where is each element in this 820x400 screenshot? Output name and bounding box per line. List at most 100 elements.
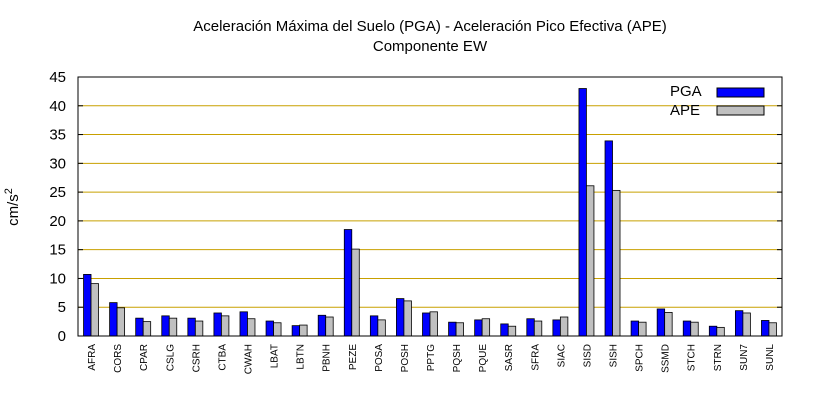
grid-lines	[78, 105, 782, 308]
bar-ape-cpar	[142, 321, 152, 337]
plot-frame	[77, 76, 783, 337]
bar-pga-cors	[109, 302, 118, 337]
y-axis-label: cm/s2	[3, 188, 22, 226]
y-axis-label-exponent: 2	[3, 188, 15, 194]
bar-ape-cors	[116, 307, 126, 337]
x-tick-label: SISH	[609, 344, 620, 367]
x-tick-label: PBNH	[322, 344, 333, 372]
x-tick-label: SISD	[582, 344, 593, 367]
legend-label-pga: PGA	[670, 83, 702, 100]
bar-pga-afra	[83, 274, 92, 337]
bar-pga-sish	[604, 140, 613, 337]
bar-pga-csrh	[187, 317, 196, 337]
bar-ape-stch	[690, 321, 699, 337]
bar-ape-pptg	[429, 311, 438, 337]
x-tick-label: SSMD	[661, 344, 672, 373]
bar-ape-spch	[638, 321, 647, 337]
x-tick-label: CTBA	[217, 344, 228, 371]
y-tick-label: 10	[49, 270, 66, 287]
x-tick-label: SIAC	[556, 344, 567, 367]
bar-ape-sfra	[533, 320, 543, 337]
bar-pga-siac	[552, 319, 561, 337]
bar-ape-sun7	[742, 312, 751, 337]
bar-pga-pque	[474, 319, 483, 337]
y-axis-label-base: cm/s	[5, 194, 22, 226]
x-tick-label: PQUE	[478, 344, 489, 373]
bar-pga-pbnh	[317, 314, 327, 337]
y-tick-label: 30	[49, 155, 66, 172]
x-tick-label: CSLG	[165, 344, 176, 371]
bar-pga-sisd	[578, 88, 587, 337]
bar-ape-lbat	[273, 322, 282, 337]
x-tick-label: PQSH	[452, 344, 463, 372]
legend-swatch-pga	[716, 87, 765, 98]
bar-pga-sfra	[526, 318, 535, 337]
bar-ape-afra	[90, 283, 99, 337]
x-tick-label: POSA	[374, 344, 385, 372]
bar-pga-sunl	[761, 320, 770, 337]
x-ticks: AFRA CORS CPAR CSLG CSRH CTBA CWAH LBAT LBTN PBNH…	[87, 344, 776, 375]
bar-ape-sasr	[507, 325, 517, 337]
x-tick-label: CWAH	[243, 344, 254, 374]
bar-ape-ctba	[221, 315, 230, 337]
bar-pga-ctba	[213, 312, 222, 337]
x-tick-label: SUNL	[765, 344, 776, 371]
bar-ape-ssmd	[664, 312, 673, 337]
bar-pga-posa	[369, 315, 379, 337]
bar-ape-pbnh	[325, 316, 334, 337]
bar-pga-spch	[630, 320, 639, 337]
bar-pga-sasr	[500, 323, 509, 337]
legend-swatch-ape	[716, 105, 765, 116]
y-tick-label: 25	[49, 184, 66, 201]
bar-ape-sisd	[586, 185, 595, 337]
y-tick-label: 40	[49, 98, 66, 115]
bar-ape-siac	[559, 316, 569, 337]
bar-ape-posh	[403, 300, 412, 337]
bar-pga-posh	[396, 298, 405, 337]
bar-ape-pque	[481, 318, 491, 337]
bar-pga-pptg	[422, 312, 431, 337]
legend: PGA APE	[670, 83, 765, 119]
bar-pga-ssmd	[656, 308, 666, 337]
x-tick-label: AFRA	[87, 344, 98, 371]
y-tick-label: 0	[58, 328, 66, 345]
bar-pga-strn	[708, 325, 718, 337]
bar-pga-cwah	[239, 311, 248, 337]
x-tick-label: STCH	[687, 344, 698, 371]
x-tick-label: PEZE	[348, 344, 359, 370]
bars	[83, 88, 777, 337]
x-tick-label: SPCH	[635, 344, 646, 372]
x-tick-label: POSH	[400, 344, 411, 372]
x-tick-label: SUN7	[739, 344, 750, 371]
bar-ape-cwah	[247, 318, 256, 337]
y-tick-label: 20	[49, 213, 66, 230]
bar-pga-lbat	[265, 320, 274, 337]
bar-pga-cslg	[161, 315, 170, 337]
x-tick-label: SASR	[504, 344, 515, 371]
x-tick-label: CORS	[113, 344, 124, 373]
y-tick-label: 35	[49, 127, 66, 144]
x-tick-label: LBTN	[296, 344, 307, 370]
bar-ape-csrh	[194, 320, 204, 337]
y-tick-label: 15	[49, 242, 66, 259]
y-ticks: 0 5 10 15 20 25 30 35 40 45	[49, 69, 782, 345]
bar-pga-cpar	[135, 317, 144, 337]
bar-ape-strn	[716, 326, 725, 337]
bar-ape-cslg	[168, 317, 178, 337]
x-tick-label: SFRA	[530, 344, 541, 371]
x-tick-label: CSRH	[191, 344, 202, 372]
chart-title: Aceleración Máxima del Suelo (PGA) - Ace…	[193, 18, 667, 35]
bar-ape-lbtn	[299, 324, 308, 337]
bar-pga-pqsh	[448, 321, 457, 337]
bar-ape-pqsh	[455, 322, 464, 337]
bar-pga-peze	[343, 229, 353, 337]
chart-subtitle: Componente EW	[373, 38, 488, 55]
x-tick-label: CPAR	[139, 344, 150, 371]
bar-pga-sun7	[734, 310, 744, 337]
y-tick-label: 45	[49, 69, 66, 86]
bar-ape-sunl	[768, 322, 777, 337]
bar-pga-lbtn	[291, 325, 301, 337]
bar-ape-sish	[612, 189, 621, 337]
x-tick-label: LBAT	[270, 344, 281, 368]
